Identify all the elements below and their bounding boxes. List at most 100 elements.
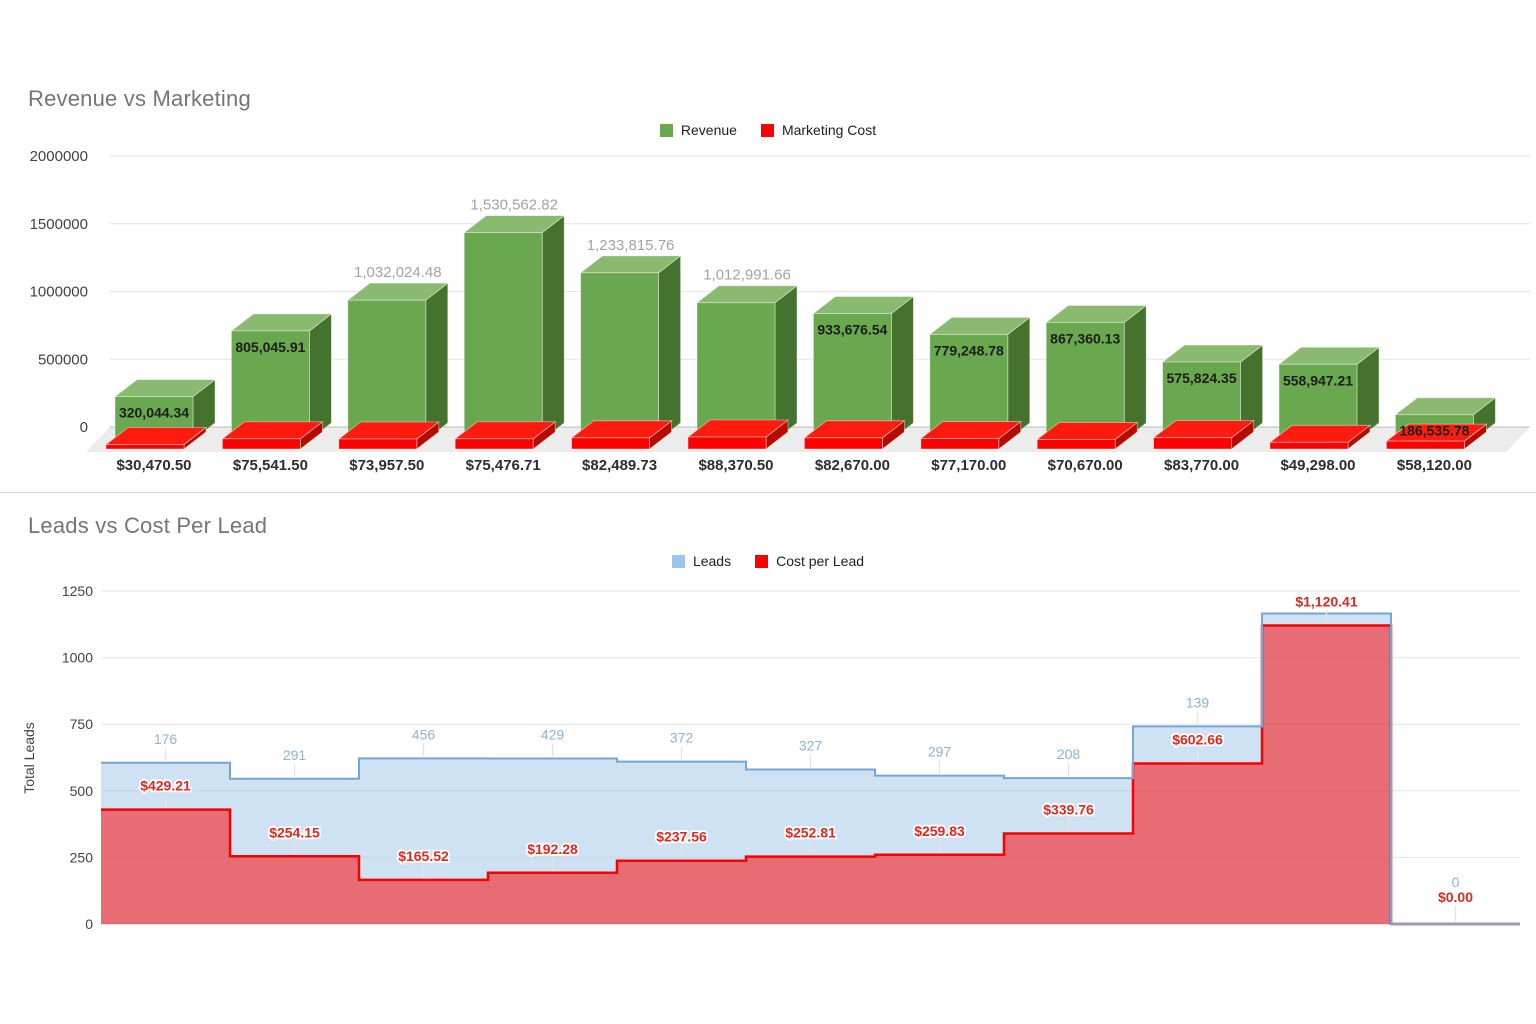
bar-group-5[interactable]: 1,233,815.76 bbox=[570, 237, 682, 450]
column-side-face bbox=[308, 313, 332, 441]
y-axis-tick-label: 2000000 bbox=[30, 148, 88, 165]
x-axis-category-label: $82,670.00 bbox=[815, 457, 890, 474]
cost-per-lead-value-label: $1,120.41 bbox=[1295, 594, 1357, 610]
cost-per-lead-swatch-icon bbox=[755, 554, 769, 568]
cost-per-lead-value-label: $602.66 bbox=[1172, 731, 1223, 747]
x-axis-category-label: $30,470.50 bbox=[116, 457, 191, 474]
leads-chart-legend: Leads Cost per Lead bbox=[0, 553, 1536, 569]
leads-value-label: 327 bbox=[799, 738, 823, 754]
column-front-face bbox=[1386, 440, 1465, 450]
y-axis-tick-label: 1250 bbox=[62, 583, 93, 599]
column-front-face bbox=[687, 436, 767, 450]
column-front-face bbox=[696, 302, 776, 441]
column-front-face bbox=[454, 438, 534, 450]
y-axis-tick-label: 1500000 bbox=[30, 216, 88, 233]
revenue-value-label: 933,676.54 bbox=[817, 321, 887, 337]
bar-group-3[interactable]: 1,032,024.48 bbox=[337, 264, 449, 450]
leads-step-line bbox=[101, 612, 1520, 925]
leads-value-label: 176 bbox=[154, 731, 178, 747]
leads-swatch-icon bbox=[671, 554, 685, 568]
bar-group-6[interactable]: 1,012,991.66 bbox=[686, 267, 799, 450]
x-axis-category-label: $88,370.50 bbox=[698, 457, 773, 474]
y-axis-tick-label: 0 bbox=[85, 916, 93, 932]
legend-item-cost-per-lead: Cost per Lead bbox=[755, 553, 864, 569]
y-axis-tick-label: 1000000 bbox=[30, 284, 88, 301]
revenue-vs-marketing-chart: Revenue vs Marketing Revenue Marketing C… bbox=[0, 0, 1536, 492]
legend-label-marketing-cost: Marketing Cost bbox=[781, 122, 877, 138]
revenue-chart-legend: Revenue Marketing Cost bbox=[0, 122, 1536, 138]
x-axis-category-label: $83,770.00 bbox=[1164, 457, 1239, 474]
column-front-face bbox=[1045, 322, 1125, 441]
bar-group-9[interactable]: 867,360.13 bbox=[1036, 304, 1148, 450]
revenue-value-label: 779,248.78 bbox=[934, 342, 1004, 358]
cost-per-lead-value-label: $252.81 bbox=[785, 825, 836, 841]
revenue-value-label: 867,360.13 bbox=[1050, 330, 1120, 346]
bar-group-7[interactable]: 933,676.54 bbox=[803, 295, 915, 450]
bar-group-8[interactable]: 779,248.78 bbox=[919, 316, 1031, 450]
column-side-face bbox=[891, 295, 914, 441]
leads-value-label: 429 bbox=[541, 726, 565, 742]
column-side-face bbox=[774, 284, 798, 441]
x-axis-category-label: $75,541.50 bbox=[233, 457, 308, 474]
bar-group-4[interactable]: 1,530,562.82 bbox=[454, 197, 566, 450]
x-axis-category-label: $82,489.73 bbox=[582, 457, 657, 474]
leads-value-label: 456 bbox=[412, 726, 436, 742]
x-axis-category-label: $70,670.00 bbox=[1048, 457, 1123, 474]
y-axis-tick-label: 500 bbox=[70, 783, 94, 799]
y-axis-title: Total Leads bbox=[21, 722, 37, 794]
legend-item-leads: Leads bbox=[671, 553, 732, 569]
revenue-value-label: 1,032,024.48 bbox=[354, 264, 442, 281]
legend-item-marketing-cost: Marketing Cost bbox=[760, 122, 877, 138]
leads-vs-cost-per-lead-chart: Leads vs Cost Per Lead Leads Cost per Le… bbox=[0, 492, 1536, 1024]
leads-value-label: 291 bbox=[283, 747, 307, 763]
column-front-face bbox=[1269, 441, 1349, 450]
leads-value-label: 0 bbox=[1452, 874, 1460, 890]
revenue-value-label: 805,045.91 bbox=[235, 339, 305, 355]
cost-per-lead-value-label: $165.52 bbox=[398, 848, 449, 864]
bar-group-10[interactable]: 575,824.35 bbox=[1152, 344, 1264, 450]
y-axis-tick-label: 0 bbox=[80, 419, 88, 436]
column-front-face bbox=[105, 444, 185, 450]
cost-per-lead-value-label: $259.83 bbox=[914, 823, 965, 839]
bar-group-2[interactable]: 805,045.91 bbox=[221, 313, 333, 450]
column-front-face bbox=[463, 232, 543, 441]
bar-group-1[interactable]: 320,044.34 bbox=[104, 378, 217, 450]
revenue-value-label: 1,530,562.82 bbox=[470, 197, 558, 214]
marketing-cost-swatch-icon bbox=[760, 123, 774, 137]
y-axis-tick-label: 750 bbox=[70, 716, 94, 732]
cost-per-lead-value-label: $254.15 bbox=[269, 824, 320, 840]
cost-per-lead-value-label: $237.56 bbox=[656, 829, 707, 845]
cost-per-lead-value-label: $0.00 bbox=[1438, 889, 1473, 905]
revenue-value-label: 186,535.78 bbox=[1399, 423, 1469, 439]
legend-label-cost-per-lead: Cost per Lead bbox=[776, 553, 865, 569]
column-front-face bbox=[221, 438, 301, 450]
column-front-face bbox=[1153, 437, 1232, 450]
column-front-face bbox=[813, 313, 892, 441]
revenue-chart-title: Revenue vs Marketing bbox=[28, 86, 251, 111]
revenue-chart-canvas[interactable]: 2000000 1500000 1000000 500000 0 320,044.34 $3… bbox=[0, 0, 1536, 492]
leads-chart-canvas[interactable]: 1250 1000 750 500 250 0 Total Leads 176 $429.21 2… bbox=[0, 493, 1536, 1024]
column-front-face bbox=[347, 299, 427, 441]
legend-label-leads: Leads bbox=[692, 553, 732, 569]
leads-value-label: 139 bbox=[1186, 694, 1210, 710]
cost-per-lead-value-label: $339.76 bbox=[1043, 801, 1094, 817]
column-front-face bbox=[571, 437, 650, 450]
y-axis-tick-label: 500000 bbox=[38, 351, 88, 368]
column-front-face bbox=[804, 437, 883, 450]
leads-value-label: 297 bbox=[928, 744, 952, 760]
cost-per-lead-area bbox=[101, 625, 1520, 924]
column-side-face bbox=[1123, 304, 1147, 441]
bar-group-12[interactable]: 186,535.78 bbox=[1385, 396, 1497, 450]
x-axis-category-label: $75,476.71 bbox=[466, 457, 541, 474]
column-side-face bbox=[658, 255, 681, 441]
y-axis-tick-label: 1000 bbox=[62, 650, 93, 666]
leads-value-label: 372 bbox=[670, 730, 694, 746]
revenue-swatch-icon bbox=[659, 123, 673, 137]
x-axis-category-label: $77,170.00 bbox=[931, 457, 1006, 474]
revenue-value-label: 320,044.34 bbox=[119, 405, 189, 421]
bar-group-11[interactable]: 558,947.21 bbox=[1268, 346, 1381, 450]
column-side-face bbox=[541, 214, 565, 441]
cost-per-lead-value-label: $192.28 bbox=[527, 841, 578, 857]
cost-per-lead-value-label: $429.21 bbox=[140, 778, 191, 794]
